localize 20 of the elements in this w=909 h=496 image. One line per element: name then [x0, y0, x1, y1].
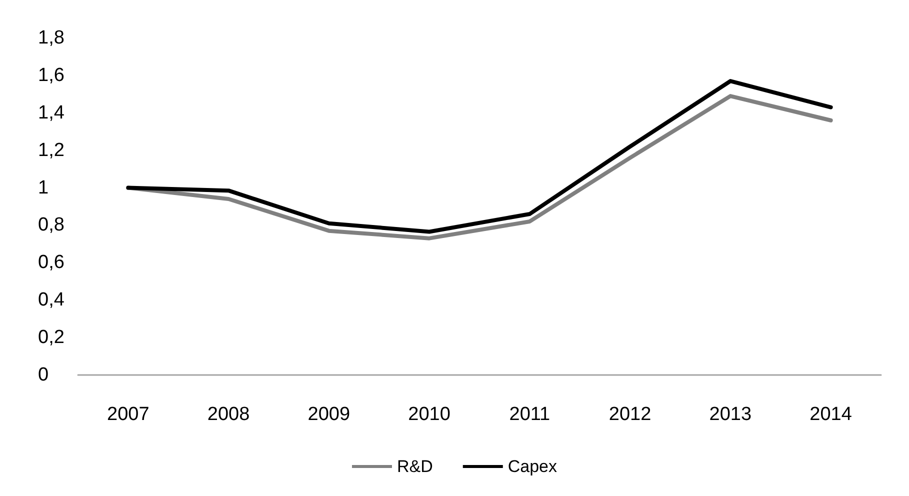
x-tick-label: 2011 [509, 404, 550, 425]
x-tick-label: 2009 [308, 404, 350, 425]
legend-label: R&D [396, 457, 433, 476]
y-tick-label: 0,8 [38, 214, 64, 236]
x-tick-label: 2012 [608, 404, 652, 425]
y-tick-label: 0 [38, 364, 49, 386]
y-tick-label: 1,6 [38, 64, 64, 86]
x-tick-label: 2010 [408, 404, 450, 425]
y-tick-label: 0,4 [38, 290, 65, 311]
x-tick-label: 2014 [810, 404, 852, 425]
y-tick-label: 0,2 [38, 327, 64, 348]
y-tick-label: 1,4 [38, 102, 65, 124]
y-tick-label: 0,6 [38, 252, 64, 274]
y-tick-label: 1 [38, 177, 49, 198]
x-tick-label: 2007 [107, 404, 150, 425]
y-tick-label: 1,2 [38, 140, 64, 161]
y-tick-label: 1,8 [38, 28, 64, 48]
legend-label: Capex [508, 457, 558, 476]
x-tick-label: 2008 [207, 404, 250, 425]
x-tick-label: 2013 [709, 404, 752, 425]
